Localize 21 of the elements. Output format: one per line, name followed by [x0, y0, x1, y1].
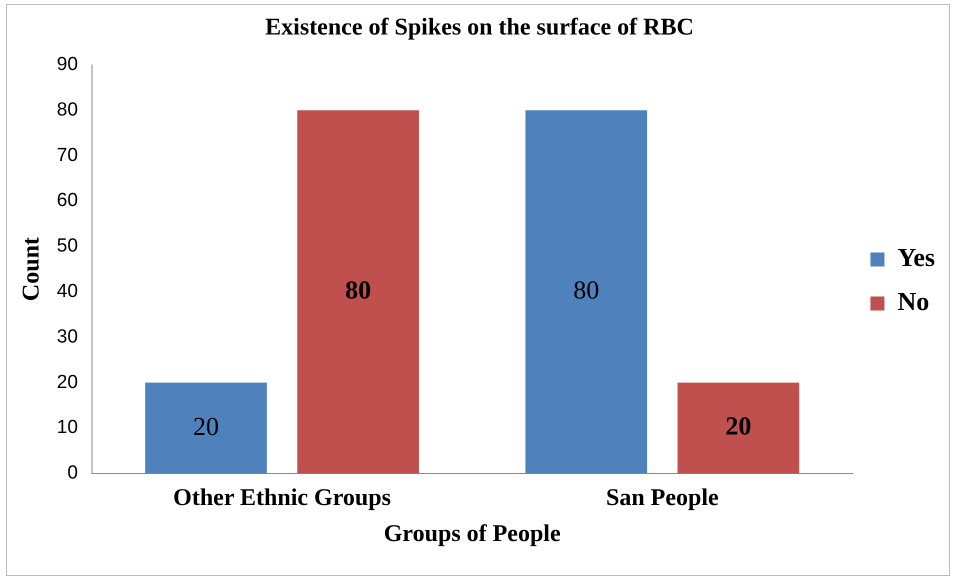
y-tick-label: 80 [56, 99, 78, 120]
legend-label: No [897, 287, 930, 316]
y-tick-label: 20 [56, 372, 78, 393]
x-tick-label: San People [606, 485, 719, 512]
x-axis-title: Groups of People [384, 520, 561, 547]
chart-title: Existence of Spikes on the surface of RBC [265, 14, 694, 41]
data-label: 80 [573, 276, 600, 305]
y-tick-label: 40 [56, 281, 78, 302]
x-tick-label: Other Ethnic Groups [173, 485, 391, 512]
y-tick-label: 60 [56, 190, 78, 212]
y-tick-label: 30 [56, 326, 78, 348]
y-axis-title: Count [18, 237, 45, 302]
y-tick-label: 70 [56, 144, 78, 166]
data-label: 20 [725, 412, 752, 441]
data-label: 20 [193, 412, 220, 441]
y-tick-label: 0 [67, 462, 78, 484]
y-tick-label: 90 [56, 54, 78, 76]
y-tick-label: 10 [56, 417, 78, 438]
y-tick-label: 50 [56, 236, 78, 257]
data-label: 80 [345, 276, 372, 305]
legend-label: Yes [897, 243, 936, 272]
